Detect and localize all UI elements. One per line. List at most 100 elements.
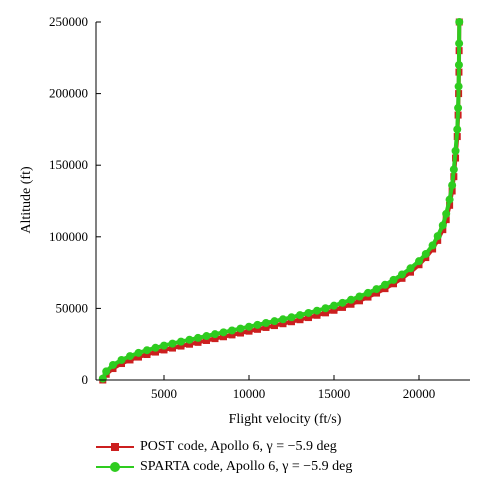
- data-point-sparta: [185, 335, 194, 344]
- data-point-post: [203, 336, 210, 344]
- data-point-post: [237, 329, 244, 337]
- y-tick-label: 50000: [56, 300, 89, 315]
- data-point-post: [245, 327, 253, 335]
- data-point-sparta: [428, 241, 437, 250]
- x-tick-label: 15000: [318, 386, 351, 401]
- data-point-sparta: [202, 332, 211, 341]
- data-point-sparta: [236, 324, 245, 333]
- data-point-post: [373, 289, 380, 297]
- post-series-swatch-icon: [96, 441, 134, 453]
- data-point-post: [169, 344, 176, 352]
- data-point-post: [228, 331, 236, 339]
- data-point-sparta: [177, 337, 185, 346]
- x-tick-label: 10000: [233, 386, 266, 401]
- axes: 0 50000 100000 150000 200000 250000 5000 10000 1…: [49, 14, 470, 401]
- legend-label-sparta: SPARTA code, Apollo 6, γ = −5.9 deg: [140, 459, 353, 474]
- data-point-sparta: [372, 285, 381, 294]
- data-point-post: [434, 236, 442, 244]
- data-point-post: [356, 297, 363, 305]
- x-axis-title: Flight velocity (ft/s): [229, 412, 342, 427]
- data-point-post: [322, 309, 329, 317]
- x-tick-label: 20000: [403, 386, 436, 401]
- data-point-sparta: [304, 308, 313, 317]
- data-point-post: [296, 316, 304, 324]
- x-tick-label: 5000: [151, 386, 177, 401]
- series-post: [99, 18, 463, 384]
- data-point-sparta: [355, 292, 364, 301]
- data-point-sparta: [347, 295, 355, 304]
- data-point-sparta: [406, 264, 415, 273]
- data-point-sparta: [126, 352, 134, 361]
- data-point-sparta: [330, 301, 338, 310]
- data-point-sparta: [454, 82, 463, 91]
- data-point-post: [288, 318, 295, 326]
- data-point-sparta: [287, 313, 296, 322]
- data-point-sparta: [448, 181, 457, 190]
- data-point-sparta: [389, 275, 398, 284]
- data-point-sparta: [438, 221, 447, 230]
- data-point-sparta: [245, 322, 253, 331]
- data-point-post: [177, 342, 185, 350]
- data-point-sparta: [270, 317, 279, 326]
- data-point-sparta: [109, 360, 117, 369]
- data-point-sparta: [421, 249, 430, 258]
- data-point-post: [135, 353, 142, 361]
- data-point-post: [339, 303, 346, 311]
- y-tick-label: 0: [82, 372, 89, 387]
- data-point-post: [194, 338, 202, 346]
- data-point-post: [262, 323, 270, 331]
- data-point-sparta: [449, 165, 458, 174]
- legend-item-sparta: SPARTA code, Apollo 6, γ = −5.9 deg: [96, 457, 352, 477]
- data-point-sparta: [253, 320, 262, 329]
- data-point-sparta: [454, 103, 463, 112]
- y-axis-title: Altitude (ft): [19, 166, 34, 234]
- data-point-post: [152, 348, 159, 356]
- data-point-sparta: [117, 355, 126, 364]
- data-point-post: [330, 306, 338, 314]
- data-point-post: [364, 293, 372, 301]
- data-point-sparta: [381, 280, 389, 289]
- y-tick-label: 250000: [49, 14, 88, 29]
- data-point-sparta: [453, 125, 462, 134]
- data-point-sparta: [151, 343, 160, 352]
- data-point-sparta: [262, 319, 270, 328]
- data-point-post: [186, 340, 193, 348]
- data-point-sparta: [228, 326, 236, 335]
- data-point-post: [220, 333, 227, 341]
- data-point-sparta: [455, 39, 464, 48]
- data-point-sparta: [102, 367, 111, 376]
- data-point-post: [160, 346, 168, 354]
- data-point-sparta: [445, 195, 454, 204]
- data-point-sparta: [338, 298, 347, 307]
- data-point-post: [143, 351, 151, 359]
- data-point-sparta: [433, 232, 442, 241]
- data-point-post: [347, 300, 355, 308]
- data-point-sparta: [321, 304, 330, 313]
- data-point-post: [305, 314, 312, 322]
- data-point-sparta: [143, 346, 151, 355]
- data-point-sparta: [364, 288, 372, 297]
- data-point-post: [279, 320, 287, 328]
- data-point-sparta: [451, 146, 460, 155]
- data-point-post: [211, 335, 219, 343]
- data-point-sparta: [219, 328, 228, 337]
- data-point-sparta: [313, 306, 321, 315]
- data-point-sparta: [168, 339, 177, 348]
- plot-series: [98, 18, 464, 384]
- legend-item-post: POST code, Apollo 6, γ = −5.9 deg: [96, 437, 352, 457]
- data-point-sparta: [398, 270, 406, 279]
- legend-label-post: POST code, Apollo 6, γ = −5.9 deg: [140, 439, 337, 454]
- data-point-sparta: [134, 348, 143, 357]
- legend: POST code, Apollo 6, γ = −5.9 deg SPARTA…: [96, 437, 352, 477]
- sparta-series-swatch-icon: [96, 461, 134, 473]
- y-tick-label: 100000: [49, 229, 88, 244]
- data-point-post: [254, 325, 261, 333]
- data-point-sparta: [211, 330, 219, 339]
- y-tick-label: 200000: [49, 86, 88, 101]
- series-sparta: [98, 18, 464, 383]
- data-point-sparta: [296, 311, 304, 320]
- data-point-sparta: [442, 209, 451, 218]
- data-point-sparta: [194, 333, 202, 342]
- y-tick-label: 150000: [49, 157, 88, 172]
